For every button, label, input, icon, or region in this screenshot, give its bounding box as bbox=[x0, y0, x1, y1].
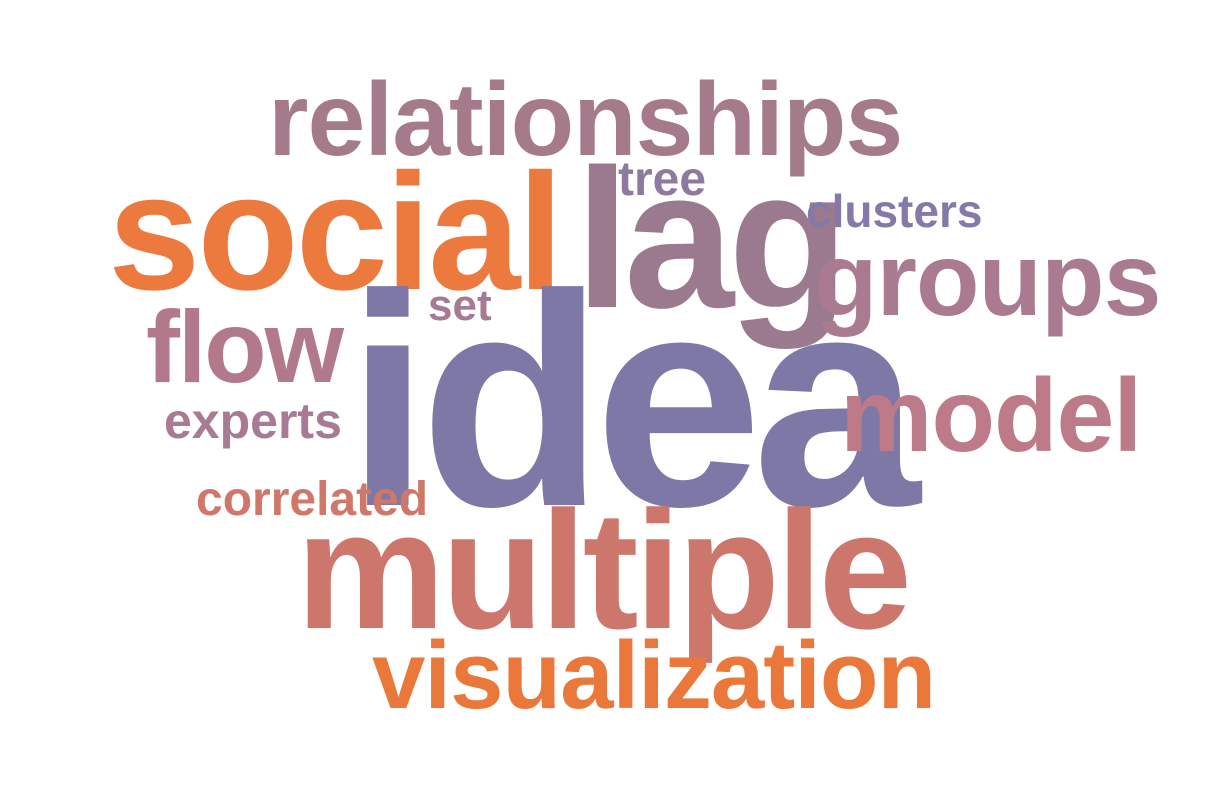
word-model: model bbox=[840, 358, 1142, 474]
word-groups: groups bbox=[814, 222, 1161, 338]
word-flow: flow bbox=[146, 290, 344, 404]
word-correlated: correlated bbox=[196, 473, 429, 526]
word-experts: experts bbox=[164, 393, 342, 449]
word-clusters: clusters bbox=[806, 185, 983, 237]
word-relationships: relationships bbox=[268, 62, 903, 178]
word-lag: lag bbox=[575, 128, 849, 349]
word-idea: idea bbox=[346, 232, 920, 569]
word-set: set bbox=[428, 281, 492, 330]
word-multiple: multiple bbox=[296, 476, 912, 664]
word-tree: tree bbox=[618, 153, 707, 206]
word-visualization: visualization bbox=[372, 622, 936, 729]
word-social: social bbox=[108, 140, 564, 325]
